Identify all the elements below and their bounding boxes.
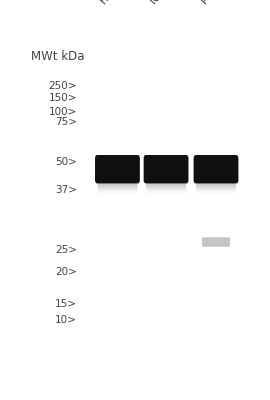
- Text: 150>: 150>: [48, 93, 77, 103]
- Text: 20>: 20>: [55, 267, 77, 277]
- FancyBboxPatch shape: [196, 176, 236, 184]
- FancyBboxPatch shape: [97, 183, 137, 191]
- FancyBboxPatch shape: [146, 178, 186, 186]
- FancyBboxPatch shape: [146, 181, 186, 189]
- Text: HeLa Cells: HeLa Cells: [99, 0, 140, 6]
- Text: 50>: 50>: [55, 157, 77, 167]
- Text: 250>: 250>: [48, 81, 77, 91]
- FancyBboxPatch shape: [144, 155, 188, 183]
- FancyBboxPatch shape: [95, 155, 140, 183]
- FancyBboxPatch shape: [196, 178, 236, 186]
- FancyBboxPatch shape: [146, 176, 186, 184]
- FancyBboxPatch shape: [194, 155, 238, 183]
- Text: NIH-3T3 Cells: NIH-3T3 Cells: [149, 0, 199, 6]
- Text: 37>: 37>: [55, 185, 77, 195]
- Text: 75>: 75>: [55, 117, 77, 127]
- FancyBboxPatch shape: [97, 178, 137, 186]
- FancyBboxPatch shape: [196, 181, 236, 189]
- Text: 100>: 100>: [49, 107, 77, 117]
- FancyBboxPatch shape: [202, 237, 230, 247]
- FancyBboxPatch shape: [97, 176, 137, 184]
- Text: MWt kDa: MWt kDa: [31, 50, 85, 63]
- Text: 10>: 10>: [55, 315, 77, 325]
- Text: PC-12 Cells: PC-12 Cells: [200, 0, 243, 6]
- FancyBboxPatch shape: [97, 181, 137, 189]
- FancyBboxPatch shape: [146, 183, 186, 191]
- Text: 25>: 25>: [55, 245, 77, 255]
- Text: 15>: 15>: [55, 299, 77, 309]
- FancyBboxPatch shape: [196, 183, 236, 191]
